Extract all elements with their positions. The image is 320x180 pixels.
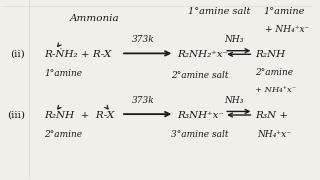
Text: + NH₄⁺x⁻: + NH₄⁺x⁻ [255,86,296,94]
Text: (iii): (iii) [7,111,25,120]
Text: R₃N +: R₃N + [256,111,289,120]
Text: Ammonia: Ammonia [69,14,119,23]
Text: 373k: 373k [132,35,154,44]
Text: 2°amine: 2°amine [256,68,294,77]
Text: NH₃: NH₃ [224,35,243,44]
Text: R₂NH₂⁺x⁻: R₂NH₂⁺x⁻ [177,50,228,59]
Text: 1°amine salt: 1°amine salt [188,7,251,16]
Text: NH₄⁺x⁻: NH₄⁺x⁻ [257,130,291,139]
Text: + NH₄⁺x⁻: + NH₄⁺x⁻ [265,25,309,34]
Text: (ii): (ii) [10,50,25,59]
Text: NH₃: NH₃ [224,96,243,105]
Text: 373k: 373k [132,96,154,105]
Text: R₂NH  +  R-X: R₂NH + R-X [44,111,115,120]
Text: 2°amine salt: 2°amine salt [171,71,228,80]
Text: R₂NH: R₂NH [256,50,286,59]
Text: R₃NH⁺x⁻: R₃NH⁺x⁻ [177,111,224,120]
Text: 1°amine: 1°amine [263,7,305,16]
Text: 2°amine: 2°amine [44,130,83,139]
Text: 1°amine: 1°amine [44,69,83,78]
Text: R-ṄH₂ + R-X: R-ṄH₂ + R-X [44,50,112,59]
Text: 3°amine salt: 3°amine salt [171,130,228,139]
